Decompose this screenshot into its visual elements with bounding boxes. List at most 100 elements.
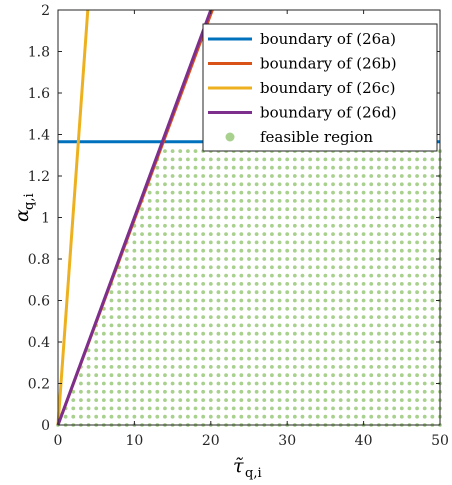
feasible-region-dot (338, 306, 343, 311)
feasible-region-dot (254, 199, 259, 203)
feasible-region-dot (346, 207, 351, 212)
feasible-region-dot (147, 273, 152, 278)
feasible-region-dot (338, 348, 343, 353)
feasible-region-dot (369, 248, 374, 253)
y-tick-label: 1.2 (28, 169, 50, 185)
feasible-region-dot (270, 373, 274, 378)
feasible-region-dot (147, 282, 152, 286)
feasible-region-dot (338, 248, 343, 253)
feasible-region-dot (422, 190, 427, 195)
feasible-region-dot (239, 240, 244, 245)
feasible-region-dot (132, 389, 137, 394)
feasible-region-dot (185, 323, 190, 328)
feasible-region-dot (399, 373, 404, 378)
feasible-region-dot (361, 282, 366, 286)
feasible-region-dot (399, 207, 404, 212)
feasible-region-dot (277, 331, 282, 336)
feasible-region-dot (201, 306, 206, 311)
feasible-region-dot (285, 232, 290, 237)
feasible-region-dot (239, 373, 244, 378)
feasible-region-dot (170, 257, 175, 261)
feasible-region-dot (422, 265, 427, 270)
feasible-region-dot (254, 174, 259, 178)
feasible-region-dot (354, 315, 358, 319)
feasible-region-dot (270, 282, 274, 286)
feasible-region-dot (117, 365, 122, 369)
feasible-region-dot (262, 331, 267, 336)
feasible-region-dot (163, 232, 167, 237)
feasible-region-dot (376, 223, 381, 228)
feasible-region-dot (300, 365, 305, 369)
feasible-region-dot (247, 373, 251, 378)
feasible-region-dot (323, 190, 328, 195)
feasible-region-dot (292, 389, 297, 394)
feasible-region-dot (254, 298, 259, 303)
feasible-region-dot (201, 240, 206, 245)
feasible-region-dot (338, 398, 343, 402)
feasible-region-dot (224, 207, 228, 212)
feasible-region-dot (178, 190, 183, 195)
feasible-region-dot (178, 248, 183, 253)
feasible-region-dot (247, 323, 251, 328)
feasible-region-dot (407, 182, 412, 187)
feasible-region-dot (71, 389, 76, 394)
feasible-region-dot (315, 323, 320, 328)
feasible-region-dot (208, 207, 213, 212)
x-tick-label: 0 (54, 433, 63, 449)
feasible-region-dot (392, 356, 397, 361)
feasible-region-dot (170, 348, 175, 353)
feasible-region-dot (277, 315, 282, 319)
feasible-region-dot (185, 282, 190, 286)
feasible-region-dot (185, 157, 190, 162)
feasible-region-dot (254, 356, 259, 361)
feasible-region-dot (315, 348, 320, 353)
feasible-region-dot (101, 398, 106, 402)
feasible-region-dot (392, 273, 397, 278)
feasible-region-dot (308, 265, 313, 270)
feasible-region-dot (201, 298, 206, 303)
feasible-region-dot (231, 331, 236, 336)
feasible-region-dot (147, 356, 152, 361)
feasible-region-dot (155, 315, 160, 319)
feasible-region-dot (262, 165, 267, 170)
feasible-region-dot (315, 165, 320, 170)
feasible-region-dot (94, 381, 99, 386)
feasible-region-dot (376, 282, 381, 286)
feasible-region-dot (193, 149, 198, 154)
feasible-region-dot (361, 207, 366, 212)
feasible-region-dot (239, 348, 244, 353)
feasible-region-dot (369, 207, 374, 212)
feasible-region-dot (270, 190, 274, 195)
feasible-region-dot (399, 331, 404, 336)
feasible-region-dot (254, 406, 259, 411)
feasible-region-dot (376, 365, 381, 369)
feasible-region-dot (300, 157, 305, 162)
feasible-region-dot (415, 157, 419, 162)
feasible-region-dot (361, 290, 366, 295)
feasible-region-dot (132, 315, 137, 319)
feasible-region-dot (140, 315, 144, 319)
feasible-region-dot (300, 373, 305, 378)
feasible-region-dot (147, 265, 152, 270)
feasible-region-dot (399, 248, 404, 253)
feasible-region-dot (315, 248, 320, 253)
feasible-region-dot (277, 340, 282, 344)
feasible-region-dot (109, 306, 114, 311)
feasible-region-dot (224, 223, 228, 228)
feasible-region-dot (86, 365, 91, 369)
feasible-region-dot (277, 290, 282, 295)
feasible-region-dot (315, 406, 320, 411)
feasible-region-dot (292, 190, 297, 195)
feasible-region-dot (185, 223, 190, 228)
feasible-region-dot (361, 174, 366, 178)
feasible-region-dot (331, 282, 335, 286)
feasible-region-dot (254, 389, 259, 394)
feasible-region-dot (239, 265, 244, 270)
x-axis-label-main: τ̃ (233, 455, 244, 477)
feasible-region-dot (315, 232, 320, 237)
feasible-region-dot (392, 315, 397, 319)
feasible-region-dot (354, 340, 358, 344)
feasible-region-dot (94, 348, 99, 353)
feasible-region-dot (86, 389, 91, 394)
feasible-region-dot (224, 157, 228, 162)
